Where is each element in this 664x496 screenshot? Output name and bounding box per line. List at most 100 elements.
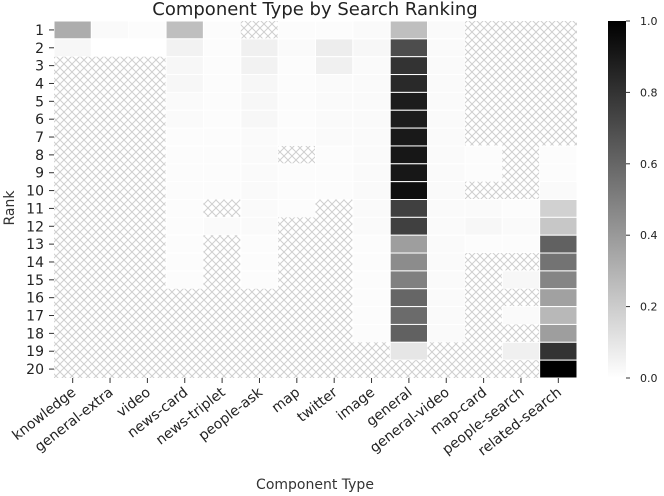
heatmap-cell: [427, 323, 466, 343]
heatmap-cell: [54, 288, 92, 307]
heatmap-cell: [539, 359, 578, 379]
heatmap-cell: [389, 163, 429, 183]
heatmap-cell: [54, 270, 92, 289]
heatmap-cell: [352, 127, 391, 147]
heatmap-cell: [464, 128, 503, 146]
heatmap-cell: [389, 234, 429, 254]
heatmap-cell: [352, 270, 391, 290]
heatmap-cell: [54, 253, 92, 271]
heatmap-cell: [165, 91, 204, 111]
heatmap-cell: [54, 56, 92, 75]
heatmap-cell: [389, 306, 429, 325]
heatmap-cell: [128, 110, 167, 129]
heatmap-cell: [502, 110, 540, 129]
heatmap-cell: [165, 181, 204, 200]
heatmap-cell: [277, 163, 316, 183]
heatmap-cell: [464, 234, 503, 254]
heatmap-cell: [502, 92, 540, 111]
heatmap-cell: [464, 324, 503, 343]
heatmap-cell: [427, 234, 466, 254]
heatmap-cell: [315, 20, 354, 40]
heatmap-cell: [389, 216, 429, 236]
heatmap-cell: [389, 341, 429, 361]
heatmap-cell: [389, 181, 429, 200]
heatmap-cell: [240, 109, 279, 129]
heatmap-cell: [240, 127, 279, 147]
heatmap-cell: [427, 20, 466, 40]
heatmap-cell: [389, 199, 429, 218]
y-tick-label: 19: [26, 344, 44, 360]
heatmap-cell: [277, 181, 316, 200]
heatmap-cell: [389, 270, 429, 290]
heatmap-cell: [128, 217, 167, 236]
heatmap-cell: [278, 253, 316, 271]
heatmap-cell: [352, 20, 391, 40]
heatmap-cell: [539, 21, 577, 39]
heatmap-cell: [389, 127, 429, 147]
heatmap-cell: [427, 252, 466, 272]
heatmap-cell: [502, 21, 540, 39]
y-tick-label: 16: [26, 291, 44, 307]
y-tick-label: 20: [26, 362, 44, 378]
heatmap-cell: [502, 288, 540, 307]
heatmap-cell: [389, 252, 429, 272]
heatmap-cell: [91, 56, 129, 75]
heatmap-cell: [501, 341, 541, 361]
heatmap-cell: [240, 38, 279, 58]
heatmap-cell: [91, 342, 129, 361]
heatmap-cell: [278, 324, 316, 343]
x-axis-ticks: knowledgegeneral-extravideonews-cardnews…: [9, 378, 565, 459]
heatmap-cell: [315, 199, 353, 218]
heatmap-cell: [91, 270, 129, 289]
heatmap-cell: [539, 323, 578, 343]
heatmap-cell: [464, 360, 503, 378]
colorbar-tick-label: 0.6: [640, 158, 658, 171]
heatmap-cell: [315, 109, 354, 129]
heatmap-cell: [278, 145, 316, 164]
heatmap-cell: [277, 56, 316, 76]
heatmap-cell: [389, 145, 429, 165]
heatmap-cell: [202, 74, 242, 93]
heatmap-cell: [165, 163, 204, 183]
heatmap-cell: [427, 127, 466, 147]
heatmap-cell: [352, 342, 391, 361]
heatmap-cell: [315, 306, 353, 325]
colorbar-tick-label: 0.8: [640, 86, 658, 99]
heatmap-cell: [203, 306, 241, 325]
heatmap-cell: [352, 323, 391, 343]
heatmap-cell: [464, 92, 503, 111]
colorbar: [608, 21, 626, 378]
heatmap-cell: [427, 38, 466, 58]
heatmap-cell: [539, 270, 578, 290]
y-axis-label: Rank: [2, 190, 18, 226]
heatmap-cell: [502, 324, 540, 343]
heatmap-cell: [128, 199, 167, 218]
heatmap-cell: [352, 252, 391, 272]
heatmap-cell: [202, 56, 242, 76]
y-tick-label: 3: [35, 59, 44, 75]
heatmap-cell: [240, 324, 279, 343]
heatmap-cell: [315, 270, 353, 289]
heatmap-cell: [91, 110, 129, 129]
heatmap-cell: [315, 235, 353, 254]
heatmap-cell: [389, 288, 429, 308]
heatmap-cell: [278, 360, 316, 378]
heatmap-cell: [202, 109, 242, 129]
heatmap-cell: [240, 270, 279, 290]
heatmap-cell: [277, 20, 316, 40]
heatmap-cell: [277, 109, 316, 129]
y-tick-label: 12: [26, 219, 44, 235]
heatmap-cell: [352, 306, 391, 325]
heatmap-cell: [54, 92, 92, 111]
heatmap-cell: [91, 181, 129, 200]
heatmap-cell: [54, 360, 92, 378]
heatmap-cell: [427, 288, 466, 308]
heatmap-cell: [90, 20, 130, 40]
heatmap-cell: [539, 110, 577, 129]
heatmap-cell: [91, 360, 129, 378]
heatmap-cells: [53, 20, 578, 379]
x-axis-label: Component Type: [256, 477, 374, 493]
heatmap-cell: [501, 306, 541, 325]
heatmap-cell: [389, 74, 429, 93]
